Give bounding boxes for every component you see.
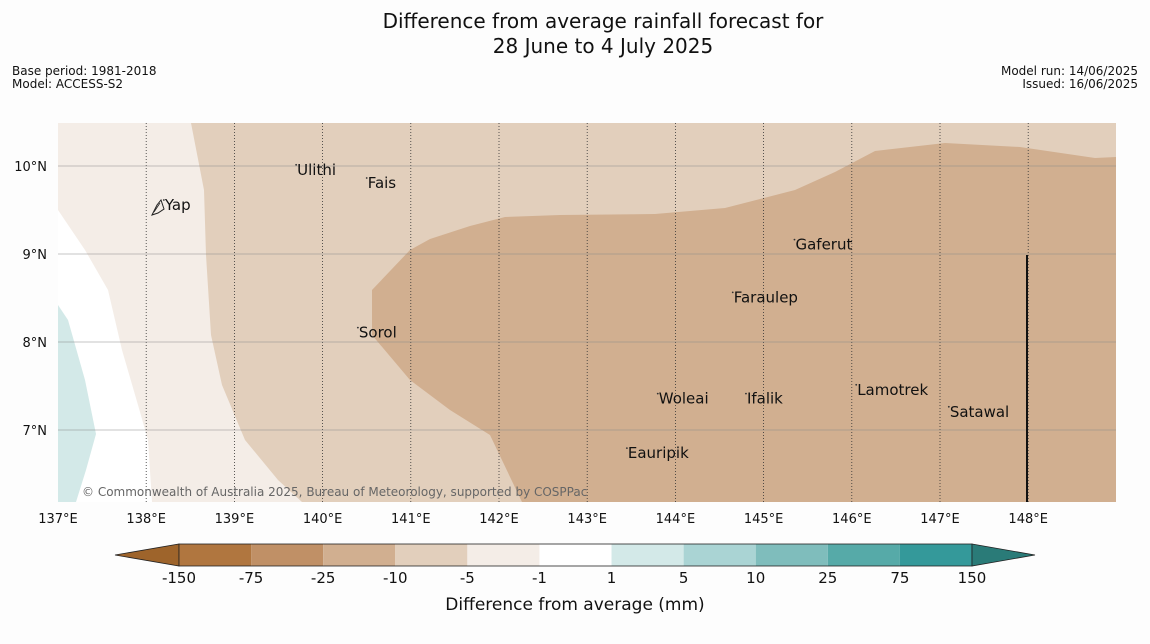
place-marker — [162, 199, 165, 201]
colorbar-high-extension — [971, 543, 1036, 567]
base-period-text: Base period: 1981-2018 — [12, 64, 157, 78]
place-marker — [625, 447, 628, 450]
map-panel: Yap Ulithi Fais Gaferut Faraulep Sorol Lamotre… — [58, 123, 1116, 502]
place-marker — [365, 177, 368, 179]
place-marker — [356, 326, 359, 329]
grid-lines — [58, 123, 1116, 502]
colorbar — [114, 543, 1036, 567]
anomaly-band-minus10 — [372, 143, 1116, 502]
colorbar-segment — [611, 544, 684, 566]
place-marker — [793, 238, 796, 241]
lon-tick-label: 146°E — [832, 512, 872, 527]
place-label: Lamotrek — [857, 381, 928, 399]
place-marker — [731, 291, 734, 294]
colorbar-tick-label: -75 — [239, 569, 264, 587]
meta-left: Base period: 1981-2018 Model: ACCESS-S2 — [12, 65, 157, 91]
colorbar-segment — [395, 544, 468, 566]
lat-tick-label: 10°N — [14, 160, 47, 175]
colorbar-tick-label: 1 — [607, 569, 617, 587]
place-marker — [855, 383, 858, 386]
meta-right: Model run: 14/06/2025 Issued: 16/06/2025 — [1001, 65, 1138, 91]
colorbar-tick-label: -25 — [311, 569, 336, 587]
colorbar-tick-label: 150 — [958, 569, 987, 587]
lon-tick-label: 139°E — [215, 512, 255, 527]
colorbar-label: Difference from average (mm) — [445, 595, 704, 615]
place-label: Fais — [368, 174, 397, 192]
place-label: Ulithi — [297, 161, 336, 179]
lon-tick-label: 145°E — [744, 512, 784, 527]
place-marker — [947, 405, 950, 408]
lon-tick-label: 138°E — [126, 512, 166, 527]
colorbar-tick-label: -5 — [460, 569, 475, 587]
colorbar-segment — [323, 544, 396, 566]
lon-tick-label: 144°E — [656, 512, 696, 527]
issued-text: Issued: 16/06/2025 — [1022, 77, 1138, 91]
title-line-1: Difference from average rainfall forecas… — [382, 9, 824, 33]
lon-tick-label: 142°E — [479, 512, 519, 527]
colorbar-tick-label: 5 — [679, 569, 689, 587]
colorbar-segment — [899, 544, 972, 566]
map-title: Difference from average rainfall forecas… — [0, 9, 1150, 59]
place-label: Eauripik — [628, 444, 689, 462]
model-run-text: Model run: 14/06/2025 — [1000, 64, 1138, 78]
anomaly-band-positive — [58, 305, 96, 502]
place-marker — [745, 392, 747, 395]
colorbar-tick-label: 75 — [890, 569, 909, 587]
place-label: Yap — [164, 196, 191, 214]
model-text: Model: ACCESS-S2 — [12, 77, 124, 91]
lon-tick-label: 137°E — [38, 512, 78, 527]
lon-tick-label: 141°E — [391, 512, 431, 527]
place-label: Gaferut — [795, 236, 852, 254]
colorbar-tick-label: -1 — [532, 569, 547, 587]
colorbar-tick-label: 10 — [746, 569, 765, 587]
place-label: Satawal — [950, 403, 1009, 421]
place-marker — [295, 163, 298, 166]
colorbar-low-extension — [114, 543, 180, 567]
place-label: Faraulep — [734, 288, 798, 306]
colorbar-tick-labels: -150 -75 -25 -10 -5 -1 1 5 10 25 75 150 — [162, 569, 986, 587]
place-label: Sorol — [359, 324, 397, 342]
title-line-2: 28 June to 4 July 2025 — [492, 34, 714, 58]
place-label: Woleai — [659, 390, 709, 408]
yap-island-outline — [151, 198, 165, 216]
place-label: Ifalik — [747, 390, 783, 408]
lon-tick-label: 147°E — [920, 512, 960, 527]
colorbar-segment — [467, 544, 540, 566]
lon-tick-labels: 137°E 138°E 139°E 140°E 141°E 142°E 143°E 144°E… — [38, 512, 1048, 527]
lon-tick-label: 143°E — [567, 512, 607, 527]
colorbar-tick-label: 25 — [818, 569, 837, 587]
copyright-text: © Commonwealth of Australia 2025, Bureau… — [82, 485, 587, 499]
lon-tick-label: 148°E — [1008, 512, 1048, 527]
colorbar-tick-label: -10 — [383, 569, 408, 587]
lat-tick-label: 9°N — [23, 248, 48, 263]
colorbar-segment — [683, 544, 756, 566]
lat-tick-label: 7°N — [23, 424, 48, 439]
colorbar-segment — [827, 544, 900, 566]
colorbar-segment — [251, 544, 324, 566]
lon-tick-label: 140°E — [303, 512, 343, 527]
lat-tick-label: 8°N — [23, 336, 48, 351]
colorbar-tick-label: -150 — [162, 569, 196, 587]
place-marker — [656, 392, 659, 395]
colorbar-segment — [755, 544, 828, 566]
colorbar-segment — [179, 544, 252, 566]
place-labels: Yap Ulithi Fais Gaferut Faraulep Sorol Lamotre… — [162, 161, 1009, 462]
colorbar-segment — [539, 544, 612, 566]
lat-tick-labels: 10°N 9°N 8°N 7°N — [14, 160, 47, 439]
